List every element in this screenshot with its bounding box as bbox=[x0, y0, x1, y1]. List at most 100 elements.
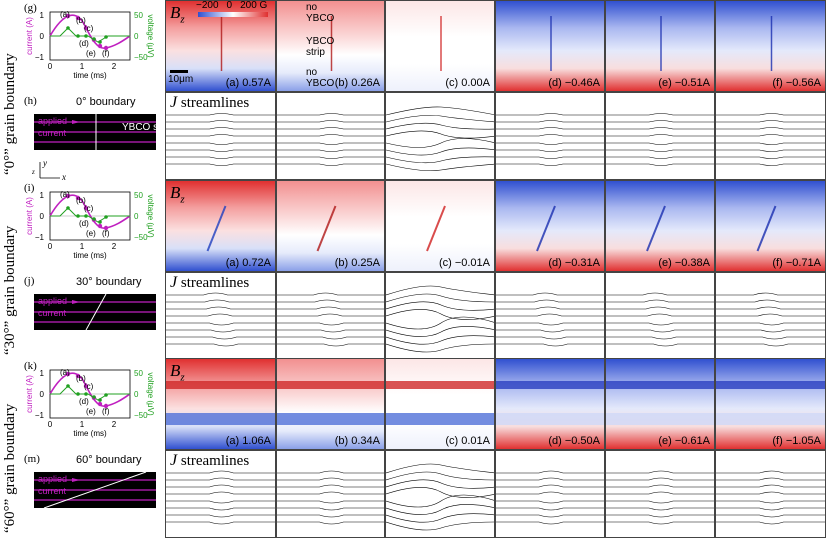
j-title-text: streamlines bbox=[177, 95, 250, 111]
streamlines bbox=[496, 470, 604, 525]
bz-subscript: z bbox=[180, 193, 185, 206]
streamlines bbox=[606, 113, 714, 166]
j-streamlines-panel bbox=[715, 92, 826, 180]
arrow-icon bbox=[72, 120, 80, 124]
axes-icon: y x z bbox=[32, 158, 66, 182]
voltage-point bbox=[84, 34, 88, 38]
voltage-point bbox=[98, 398, 102, 402]
voltage-point bbox=[98, 40, 102, 44]
bz-subscript: z bbox=[180, 371, 185, 384]
graph-point-label: (d) bbox=[79, 397, 89, 406]
current-label: (b) 0.25A bbox=[334, 257, 380, 269]
schematic-current: current bbox=[38, 308, 67, 318]
boundary-feature bbox=[770, 16, 773, 71]
voltage-point bbox=[92, 395, 96, 399]
voltage-point bbox=[104, 35, 108, 39]
voltage-point bbox=[66, 384, 70, 388]
ytick-left: 0 bbox=[40, 32, 45, 41]
current-point bbox=[97, 43, 103, 49]
streamlines bbox=[496, 113, 604, 166]
j-title-text: streamlines bbox=[177, 453, 250, 469]
graph-xlabel: time (ms) bbox=[73, 251, 107, 260]
boundary-feature bbox=[606, 381, 714, 425]
graph-point-label: (f) bbox=[102, 407, 110, 416]
voltage-point bbox=[98, 220, 102, 224]
graph-xlabel: time (ms) bbox=[73, 71, 107, 80]
ytick-right: −50 bbox=[134, 411, 148, 420]
ytick-left: 1 bbox=[40, 369, 45, 378]
graph-point-label: (c) bbox=[84, 382, 94, 391]
boundary-schematic: applied current YBCO strip bbox=[34, 114, 156, 150]
streamlines bbox=[386, 106, 494, 172]
j-streamlines-panel bbox=[495, 92, 605, 180]
j-streamlines-title: J streamlines bbox=[170, 274, 249, 292]
streamlines bbox=[166, 113, 275, 166]
xtick: 0 bbox=[48, 242, 53, 251]
bz-panel: (d) −0.50A bbox=[495, 358, 605, 450]
xtick: 1 bbox=[80, 420, 85, 429]
streamlines bbox=[166, 292, 275, 347]
j-streamlines-panel bbox=[385, 92, 495, 180]
j-streamlines-panel bbox=[276, 450, 385, 538]
graph-point-label: (f) bbox=[102, 49, 110, 58]
streamlines bbox=[716, 292, 825, 347]
bz-title: Bz bbox=[170, 3, 185, 25]
bz-panel: (b) 0.34A bbox=[276, 358, 385, 450]
bz-panel: (a) 1.06A Bz bbox=[165, 358, 276, 450]
voltage-point bbox=[84, 392, 88, 396]
current-label: (a) 1.06A bbox=[225, 435, 271, 447]
voltage-point bbox=[104, 215, 108, 219]
ytick-left: −1 bbox=[35, 233, 45, 242]
row-label-60deg: “60°” grain boundary bbox=[2, 403, 18, 533]
boundary-feature bbox=[386, 381, 494, 425]
boundary-feature bbox=[646, 205, 666, 252]
graph-point-label: (b) bbox=[76, 196, 86, 205]
bz-symbol: B bbox=[170, 361, 181, 380]
schematic-applied: applied bbox=[38, 296, 67, 306]
graph-point-label: (e) bbox=[86, 229, 96, 238]
current-label: (b) 0.34A bbox=[334, 435, 380, 447]
bz-panel: (c) 0.01A bbox=[385, 358, 495, 450]
voltage-point bbox=[76, 34, 80, 38]
bz-panel: (d) −0.46A bbox=[495, 0, 605, 92]
ytick-right: 0 bbox=[134, 390, 139, 399]
j-symbol: J bbox=[170, 94, 178, 111]
j-streamlines-panel bbox=[605, 92, 715, 180]
graph-point-label: (b) bbox=[76, 16, 86, 25]
boundary-feature bbox=[440, 16, 442, 71]
schematic-current: current bbox=[38, 486, 67, 496]
graph-xlabel: time (ms) bbox=[73, 429, 107, 438]
ytick-right: 0 bbox=[134, 32, 139, 41]
schematic-title: 0° boundary bbox=[76, 96, 136, 108]
boundary-feature bbox=[756, 205, 777, 252]
xtick: 1 bbox=[80, 62, 85, 71]
current-point bbox=[103, 45, 109, 51]
no-ybco-bottom-label: no YBCO bbox=[306, 67, 335, 89]
current-label: (e) −0.38A bbox=[658, 257, 710, 269]
current-label: (c) 0.00A bbox=[445, 77, 490, 89]
boundary-feature bbox=[166, 381, 275, 425]
ytick-left: 0 bbox=[40, 390, 45, 399]
graph-point-label: (c) bbox=[84, 24, 94, 33]
bz-panel: (f) −1.05A bbox=[715, 358, 826, 450]
current-point bbox=[103, 403, 109, 409]
current-label: (c) 0.01A bbox=[445, 435, 490, 447]
j-symbol: J bbox=[170, 452, 178, 469]
j-streamlines-title: J streamlines bbox=[170, 452, 249, 470]
schematic-label: (m) bbox=[24, 453, 40, 465]
bz-panel: (c) −0.01A bbox=[385, 180, 495, 272]
current-label: (f) −0.56A bbox=[772, 77, 821, 89]
xtick: 0 bbox=[48, 62, 53, 71]
j-streamlines-panel bbox=[276, 92, 385, 180]
j-streamlines-panel bbox=[605, 450, 715, 538]
ytick-right: −50 bbox=[134, 233, 148, 242]
current-label: (d) −0.31A bbox=[548, 257, 600, 269]
arrow-icon bbox=[72, 300, 80, 304]
graph-label: (k) bbox=[24, 360, 37, 372]
bz-subscript: z bbox=[180, 13, 185, 26]
streamlines bbox=[606, 470, 714, 525]
schematic-applied: applied bbox=[38, 116, 67, 126]
current-point bbox=[97, 223, 103, 229]
